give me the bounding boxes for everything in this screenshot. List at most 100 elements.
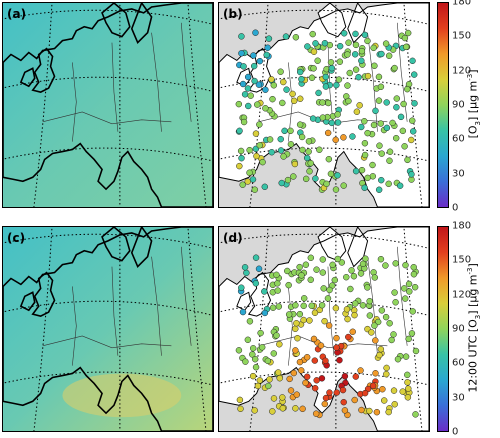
station-marker xyxy=(307,160,314,167)
coastline xyxy=(317,3,369,44)
station-marker xyxy=(375,97,383,104)
colorbar-top-label: [O3] [µg m-3] xyxy=(466,69,482,139)
station-marker xyxy=(319,256,327,263)
station-marker xyxy=(282,33,290,40)
station-marker xyxy=(343,306,351,313)
station-marker xyxy=(246,169,253,176)
station-marker xyxy=(251,355,259,363)
station-marker xyxy=(269,95,276,103)
station-marker xyxy=(261,183,268,191)
station-marker xyxy=(273,271,280,279)
station-marker xyxy=(302,175,310,183)
station-marker xyxy=(379,385,386,393)
station-marker xyxy=(249,372,257,380)
country-border xyxy=(42,111,172,125)
coastline xyxy=(317,227,369,268)
station-marker xyxy=(324,295,332,302)
station-marker xyxy=(311,357,319,364)
colorbar-tick: 90 xyxy=(452,323,465,335)
station-marker xyxy=(326,286,333,294)
station-marker xyxy=(404,394,412,401)
station-marker xyxy=(376,142,383,149)
station-marker xyxy=(254,101,261,108)
station-marker xyxy=(299,405,306,413)
station-marker xyxy=(333,344,340,351)
station-marker xyxy=(348,267,355,274)
station-marker xyxy=(293,391,300,398)
station-marker xyxy=(389,119,396,127)
station-marker xyxy=(392,134,400,142)
panel-c: (c) xyxy=(2,226,214,432)
station-marker xyxy=(404,156,411,164)
station-marker xyxy=(400,100,407,108)
station-marker xyxy=(392,299,399,306)
station-marker xyxy=(371,274,379,281)
station-marker xyxy=(306,317,313,324)
colorbar-tick: 120 xyxy=(452,289,472,301)
station-marker xyxy=(297,68,304,76)
station-marker xyxy=(280,153,287,160)
station-marker xyxy=(277,147,285,154)
station-marker xyxy=(320,285,327,292)
station-marker xyxy=(239,80,247,88)
station-marker xyxy=(251,77,258,85)
panel-label-c: (c) xyxy=(7,231,26,245)
station-marker xyxy=(250,62,258,70)
station-marker xyxy=(283,86,290,93)
station-marker xyxy=(293,320,300,327)
station-marker xyxy=(346,69,353,77)
station-marker xyxy=(292,325,299,333)
graticule-line xyxy=(3,300,213,317)
station-marker xyxy=(284,176,292,184)
station-marker xyxy=(359,260,367,268)
station-marker xyxy=(302,379,309,387)
station-marker xyxy=(307,254,315,262)
station-marker xyxy=(256,377,264,384)
station-marker xyxy=(409,117,416,124)
station-marker xyxy=(308,74,316,81)
station-marker xyxy=(352,167,360,175)
station-marker xyxy=(290,173,297,180)
station-marker xyxy=(409,308,416,315)
station-marker xyxy=(366,297,373,305)
station-marker xyxy=(274,287,281,294)
station-marker xyxy=(377,83,385,90)
station-marker xyxy=(345,97,352,105)
station-marker xyxy=(359,302,367,309)
station-marker xyxy=(404,371,411,379)
station-marker xyxy=(404,379,411,386)
country-border xyxy=(72,62,77,142)
station-marker xyxy=(352,30,359,38)
station-marker xyxy=(412,347,420,355)
station-marker xyxy=(390,331,397,338)
station-marker xyxy=(279,99,286,107)
station-marker xyxy=(259,158,266,166)
map-a xyxy=(3,3,213,207)
station-marker xyxy=(383,124,391,132)
land xyxy=(236,292,251,311)
coastline xyxy=(101,3,153,44)
station-marker xyxy=(356,102,363,109)
station-marker xyxy=(369,161,376,169)
station-marker xyxy=(310,335,318,343)
colorbar-tick: 30 xyxy=(452,392,465,404)
panel-b: (b) xyxy=(218,2,430,208)
country-border xyxy=(180,22,192,122)
station-marker xyxy=(237,405,244,413)
country-border xyxy=(367,32,378,132)
land xyxy=(236,68,251,87)
station-marker xyxy=(393,95,401,102)
station-marker xyxy=(264,357,272,365)
station-marker xyxy=(239,181,246,188)
station-marker xyxy=(404,29,412,37)
colorbar-tick: 90 xyxy=(452,99,465,111)
country-border xyxy=(151,32,162,132)
station-marker xyxy=(400,285,408,292)
station-marker xyxy=(249,345,257,352)
station-marker xyxy=(358,406,365,414)
station-marker xyxy=(238,154,245,162)
station-marker xyxy=(382,262,389,269)
station-marker xyxy=(287,141,295,148)
station-marker xyxy=(316,146,323,153)
coastline xyxy=(236,67,252,87)
